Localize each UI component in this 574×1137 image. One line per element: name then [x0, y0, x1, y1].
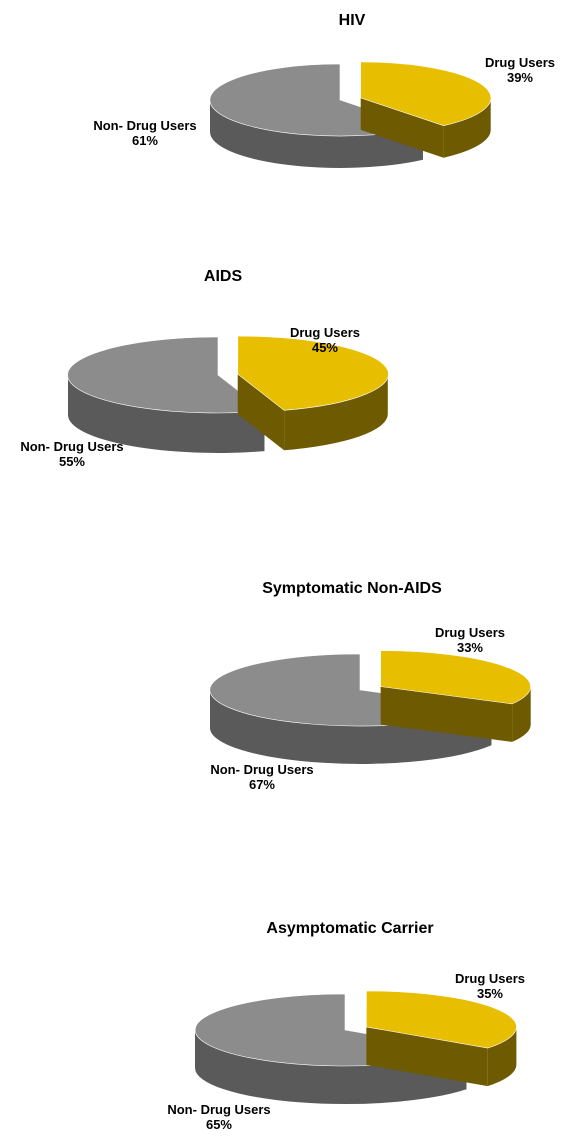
slice-cut-face [366, 1026, 488, 1087]
slice-percent: 35% [476, 986, 504, 1001]
slice-outer-wall [487, 1026, 517, 1087]
slice-percent: 65% [205, 1117, 233, 1132]
slice-percent: 55% [58, 454, 86, 469]
drug-users-label: Drug Users 45% [290, 325, 360, 355]
slice-cut-face [237, 374, 285, 451]
non-drug-users-label: Non- Drug Users 61% [93, 118, 196, 148]
slice-drug-users [366, 990, 517, 1087]
slice-cut-face [360, 97, 444, 158]
slice-name: Drug Users [484, 55, 556, 70]
pie-chart-asymptomatic-carrier: Asymptomatic Carrier Drug Users 35% Non-… [0, 910, 574, 1137]
pie-plot [194, 990, 517, 1105]
slice-drug-users [380, 650, 531, 742]
slice-percent: 61% [131, 133, 159, 148]
slice-cut-face [380, 686, 513, 742]
pie-chart-aids: AIDS Drug Users 45% Non- Drug Users 55% [0, 250, 574, 490]
slice-percent: 45% [311, 340, 339, 355]
slice-non-drug-users [67, 336, 266, 453]
slice-drug-users [360, 61, 492, 158]
chart-title: Asymptomatic Carrier [266, 920, 434, 937]
slice-top [237, 335, 389, 411]
non-drug-users-label: Non- Drug Users 55% [20, 439, 123, 469]
slice-outer-wall [443, 97, 491, 158]
slice-percent: 33% [456, 640, 484, 655]
slice-name: Non- Drug Users [20, 439, 124, 454]
slice-drug-users [237, 335, 389, 451]
chart-title: Symptomatic Non-AIDS [262, 580, 442, 597]
slice-outer-wall [210, 690, 492, 764]
drug-users-label: Drug Users 33% [435, 625, 505, 655]
slice-top [67, 336, 266, 414]
slice-outer-wall [194, 1030, 467, 1105]
slice-name: Non- Drug Users [210, 762, 314, 777]
slice-percent: 39% [506, 70, 534, 85]
slice-outer-wall [284, 374, 388, 451]
slice-outer-wall [68, 375, 265, 453]
slice-name: Non- Drug Users [167, 1102, 271, 1117]
pie-chart-symptomatic-non-aids: Symptomatic Non-AIDS Drug Users 33% Non-… [0, 570, 574, 810]
drug-users-label: Drug Users 39% [485, 55, 555, 85]
drug-users-label: Drug Users 35% [455, 971, 525, 1001]
slice-name: Drug Users [289, 325, 361, 340]
slice-percent: 67% [248, 777, 276, 792]
slice-name: Drug Users [434, 625, 506, 640]
slice-name: Non- Drug Users [93, 118, 197, 133]
chart-title: AIDS [203, 268, 243, 285]
slice-top [360, 61, 492, 127]
pie-plot [209, 650, 531, 764]
slice-top [380, 650, 531, 705]
non-drug-users-label: Non- Drug Users 65% [167, 1102, 270, 1132]
slice-outer-wall [512, 686, 531, 742]
chart-title: HIV [338, 12, 366, 29]
slice-top [366, 990, 517, 1049]
slice-outer-wall [210, 100, 423, 168]
slice-name: Drug Users [454, 971, 526, 986]
non-drug-users-label: Non- Drug Users 67% [210, 762, 313, 792]
pie-chart-hiv: HIV Drug Users 39% Non- Drug Users 61% [0, 0, 574, 220]
pie-plot [67, 335, 389, 453]
pie-plot [209, 61, 492, 168]
